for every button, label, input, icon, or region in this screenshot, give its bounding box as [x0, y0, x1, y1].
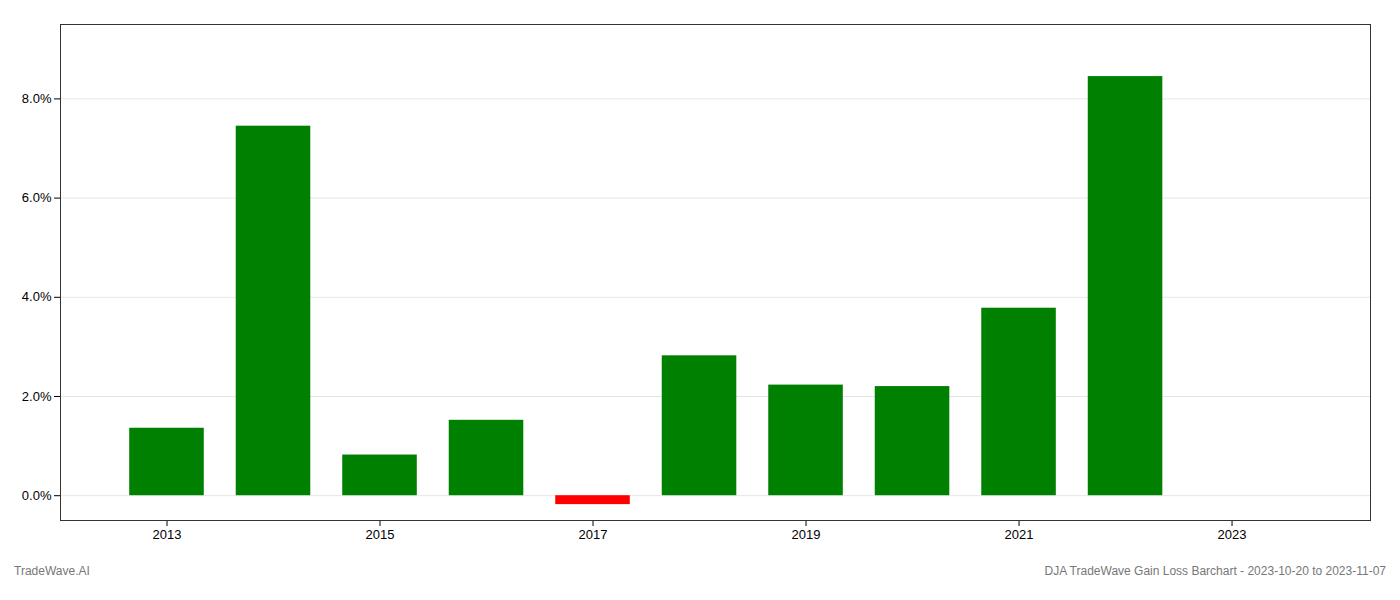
svg-text:0.0%: 0.0% — [22, 488, 52, 503]
svg-text:2021: 2021 — [1005, 527, 1034, 542]
svg-text:8.0%: 8.0% — [22, 91, 52, 106]
svg-text:2017: 2017 — [579, 527, 608, 542]
svg-text:2015: 2015 — [366, 527, 395, 542]
html-text:TradeWave.AI: TradeWave.AI — [14, 564, 90, 578]
svg-text:6.0%: 6.0% — [22, 190, 52, 205]
html-text:DJA TradeWave Gain Loss Barcha: DJA TradeWave Gain Loss Barchart - 2023-… — [1044, 564, 1386, 578]
svg-text:4.0%: 4.0% — [22, 289, 52, 304]
svg-text:2019: 2019 — [792, 527, 821, 542]
svg-text:2013: 2013 — [153, 527, 182, 542]
svg-text:2.0%: 2.0% — [22, 389, 52, 404]
svg-text:2023: 2023 — [1218, 527, 1247, 542]
